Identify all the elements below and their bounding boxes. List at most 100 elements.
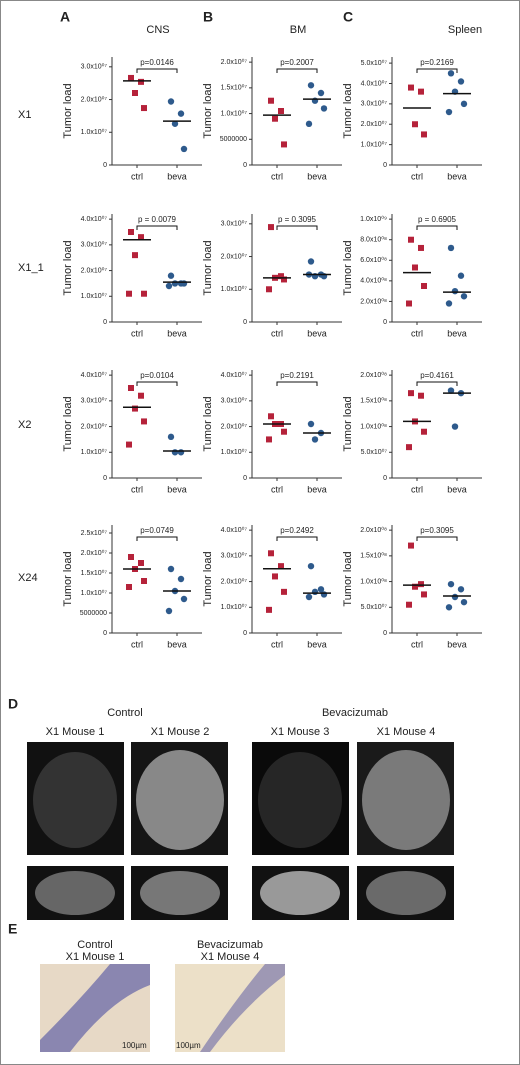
y-tick-label: 1.0x10⁰⁷ xyxy=(81,292,108,300)
point xyxy=(266,286,272,293)
point xyxy=(408,84,414,91)
point xyxy=(457,272,465,279)
tissue xyxy=(40,964,150,1052)
point xyxy=(460,293,468,300)
point xyxy=(307,82,315,89)
point xyxy=(418,392,424,399)
x-tick-label: beva xyxy=(447,484,467,494)
y-tick-label: 1.5x10⁰⁸ xyxy=(360,397,387,405)
x-tick-label: beva xyxy=(307,328,327,338)
y-tick-label: 1.0x10⁰⁷ xyxy=(81,448,108,456)
column-title: BM xyxy=(290,24,307,36)
panel-letter: B xyxy=(203,9,213,25)
x-tick-label: ctrl xyxy=(411,639,423,649)
point xyxy=(421,131,427,138)
point xyxy=(126,290,132,297)
point xyxy=(278,108,284,114)
y-tick-label: 0 xyxy=(383,162,387,169)
point xyxy=(268,413,274,420)
y-tick-label: 8.0x10⁰⁸ xyxy=(360,236,387,244)
p-value: p=0.0749 xyxy=(140,526,174,535)
point xyxy=(305,593,313,601)
y-axis-title: Tumor load xyxy=(342,551,354,606)
y-tick-label: 2.0x10⁰⁷ xyxy=(221,58,248,66)
y-tick-label: 5000000 xyxy=(80,610,107,617)
bracket xyxy=(276,381,318,386)
column-title: Spleen xyxy=(448,24,482,36)
bracket xyxy=(276,536,318,541)
x-tick-label: ctrl xyxy=(271,328,283,338)
y-tick-label: 2.0x10⁰⁷ xyxy=(81,422,108,430)
x-tick-label: ctrl xyxy=(411,328,423,338)
point xyxy=(266,436,272,443)
point xyxy=(421,283,427,289)
y-tick-label: 1.0x10⁰⁷ xyxy=(81,128,108,136)
bracket xyxy=(416,381,458,386)
y-axis-title: Tumor load xyxy=(62,396,74,451)
panel-letter: D xyxy=(8,696,18,712)
x-tick-label: ctrl xyxy=(271,484,283,494)
point xyxy=(141,578,147,584)
x-tick-label: ctrl xyxy=(271,171,283,181)
x-tick-label: beva xyxy=(167,171,187,181)
y-tick-label: 1.5x10⁰⁷ xyxy=(221,84,248,92)
y-tick-label: 1.0x10⁰⁷ xyxy=(81,589,108,597)
panel-letter: A xyxy=(60,9,70,25)
point xyxy=(167,433,175,441)
p-value: p = 0.0079 xyxy=(138,215,177,224)
mouse-label: X1 Mouse 2 xyxy=(151,726,210,738)
y-tick-label: 1.0x10⁰⁷ xyxy=(221,109,248,117)
bracket xyxy=(136,381,178,386)
point xyxy=(457,586,465,593)
y-tick-label: 2.0x10⁰⁷ xyxy=(221,422,248,430)
p-value: p=0.2169 xyxy=(420,58,454,67)
y-tick-label: 5000000 xyxy=(220,136,247,143)
point xyxy=(128,385,134,391)
point xyxy=(447,70,455,77)
point xyxy=(445,108,453,116)
point xyxy=(272,115,278,122)
y-tick-label: 2.0x10⁰⁸ xyxy=(360,297,387,305)
point xyxy=(278,273,284,280)
point xyxy=(268,224,274,231)
y-tick-label: 4.0x10⁰⁷ xyxy=(81,371,108,379)
y-axis-title: Tumor load xyxy=(62,551,74,606)
point xyxy=(451,593,459,601)
point xyxy=(317,89,325,97)
p-value: p=0.4161 xyxy=(420,371,454,380)
x-tick-label: beva xyxy=(447,328,467,338)
point xyxy=(451,287,459,295)
panel-letter: E xyxy=(8,921,17,937)
y-tick-label: 0 xyxy=(243,630,247,637)
y-tick-label: 5.0x10⁰⁷ xyxy=(361,603,388,611)
y-axis-title: Tumor load xyxy=(202,240,214,295)
y-axis-title: Tumor load xyxy=(202,83,214,138)
y-tick-label: 0 xyxy=(103,319,107,326)
x-tick-label: beva xyxy=(307,171,327,181)
bracket xyxy=(276,225,318,230)
y-tick-label: 2.0x10⁰⁸ xyxy=(360,371,387,379)
y-tick-label: 1.0x10⁰⁷ xyxy=(361,140,388,148)
bracket xyxy=(416,536,458,541)
y-tick-label: 4.0x10⁰⁷ xyxy=(81,215,108,223)
point xyxy=(406,601,412,608)
point xyxy=(311,588,319,596)
y-tick-label: 5.0x10⁰⁷ xyxy=(361,59,388,67)
brain xyxy=(366,871,446,915)
brain xyxy=(33,752,117,848)
y-tick-label: 0 xyxy=(383,319,387,326)
brain xyxy=(258,752,342,848)
y-tick-label: 3.0x10⁰⁷ xyxy=(361,100,388,108)
y-axis-title: Tumor load xyxy=(342,396,354,451)
y-axis-title: Tumor load xyxy=(202,396,214,451)
point xyxy=(307,420,315,428)
column-title: CNS xyxy=(146,24,169,36)
mouse-label: X1 Mouse 4 xyxy=(377,726,436,738)
p-value: p=0.2007 xyxy=(280,58,314,67)
x-tick-label: beva xyxy=(447,639,467,649)
x-tick-label: ctrl xyxy=(131,484,143,494)
y-tick-label: 4.0x10⁰⁷ xyxy=(221,371,248,379)
point xyxy=(138,78,144,85)
x-tick-label: ctrl xyxy=(131,171,143,181)
